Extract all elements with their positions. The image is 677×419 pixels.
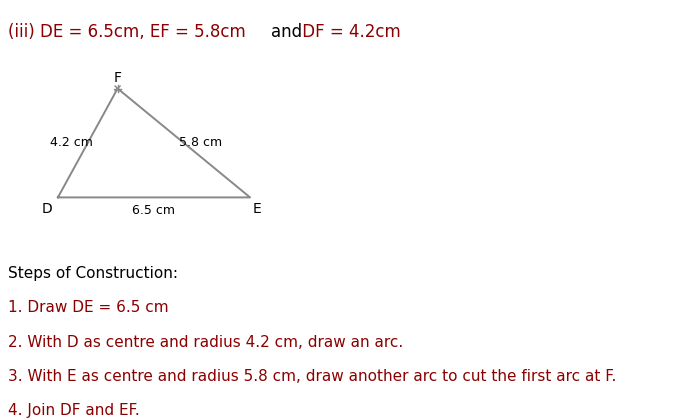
Text: 1. Draw DE = 6.5 cm: 1. Draw DE = 6.5 cm xyxy=(8,300,169,316)
Text: 4. Join DF and EF.: 4. Join DF and EF. xyxy=(8,403,140,419)
Text: 2. With D as centre and radius 4.2 cm, draw an arc.: 2. With D as centre and radius 4.2 cm, d… xyxy=(8,335,403,350)
Text: 4.2 cm: 4.2 cm xyxy=(50,137,93,150)
Text: Steps of Construction:: Steps of Construction: xyxy=(8,266,178,281)
Text: 5.8 cm: 5.8 cm xyxy=(179,137,223,150)
Text: F: F xyxy=(114,71,122,85)
Text: 3. With E as centre and radius 5.8 cm, draw another arc to cut the first arc at : 3. With E as centre and radius 5.8 cm, d… xyxy=(8,369,617,384)
Text: DF = 4.2cm: DF = 4.2cm xyxy=(297,23,400,41)
Text: and: and xyxy=(271,23,302,41)
Text: (iii) DE = 6.5cm, EF = 5.8cm: (iii) DE = 6.5cm, EF = 5.8cm xyxy=(8,23,251,41)
Text: 6.5 cm: 6.5 cm xyxy=(133,204,175,217)
Text: E: E xyxy=(253,202,262,216)
Text: D: D xyxy=(41,202,52,216)
